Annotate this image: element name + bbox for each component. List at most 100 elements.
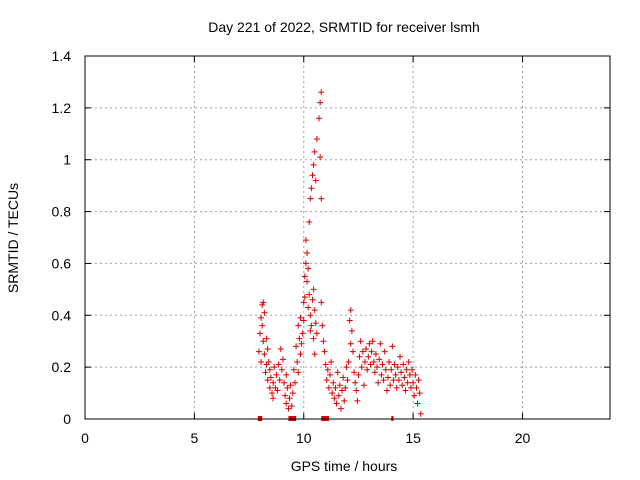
data-point [401, 374, 408, 381]
data-point [359, 348, 366, 355]
data-point [317, 154, 324, 161]
data-point [322, 361, 329, 368]
data-point [410, 379, 417, 386]
data-point [311, 148, 318, 155]
data-point [284, 384, 291, 391]
data-point [318, 195, 325, 202]
y-axis-label: SRMTID / TECUs [5, 183, 21, 293]
data-points [255, 89, 424, 417]
y-tick-label: 0.2 [52, 359, 72, 375]
data-point [371, 369, 378, 376]
data-point [295, 322, 302, 329]
data-point [288, 403, 295, 410]
data-point [273, 371, 280, 378]
data-point [264, 377, 271, 384]
data-point [397, 353, 403, 360]
data-point [277, 345, 284, 352]
x-axis-label: GPS time / hours [291, 458, 398, 474]
data-point [298, 340, 305, 347]
data-point [307, 327, 314, 334]
data-point [319, 322, 326, 329]
data-point [287, 382, 294, 389]
data-point [289, 390, 296, 397]
data-point [363, 345, 370, 352]
data-point [348, 327, 355, 334]
data-point [325, 384, 332, 391]
data-point [354, 397, 361, 404]
data-point [261, 351, 268, 358]
data-point [310, 286, 317, 293]
data-point [316, 115, 323, 122]
data-point [257, 330, 263, 337]
data-point [313, 330, 320, 337]
data-point [308, 185, 315, 192]
data-point [362, 358, 368, 365]
data-point [337, 405, 344, 412]
data-point [343, 364, 350, 371]
x-tick-label: 5 [190, 430, 198, 446]
data-point [301, 294, 308, 301]
data-point [310, 161, 317, 168]
data-point [340, 374, 347, 381]
data-point [353, 387, 360, 394]
data-point [299, 330, 306, 337]
data-point [312, 177, 319, 184]
data-point [328, 358, 335, 365]
y-tick-label: 1.4 [52, 48, 72, 64]
data-point [318, 299, 325, 306]
data-point [336, 382, 343, 389]
data-point [355, 371, 362, 378]
data-point [366, 340, 373, 347]
data-point [378, 371, 385, 378]
data-point [347, 340, 354, 347]
y-tick-label: 1.2 [52, 100, 72, 116]
y-tick-label: 0.4 [52, 307, 72, 323]
data-point [364, 366, 371, 373]
y-tick-label: 0.6 [52, 255, 72, 271]
data-point [260, 338, 267, 345]
y-axis-ticks: 0 0.2 0.4 0.6 0.8 1 1.2 1.4 [52, 48, 610, 427]
data-point [345, 358, 352, 365]
data-point [365, 353, 372, 360]
x-tick-label: 10 [296, 430, 312, 446]
data-point [416, 390, 423, 397]
data-point [347, 307, 354, 314]
data-point [379, 361, 386, 368]
data-point [356, 353, 363, 360]
data-point [388, 366, 395, 373]
data-point [276, 377, 283, 384]
data-point [264, 345, 271, 352]
data-point [320, 338, 327, 345]
data-point [394, 364, 401, 371]
data-point [305, 265, 312, 272]
data-point [384, 374, 391, 381]
data-point [321, 348, 328, 355]
data-point [297, 314, 304, 321]
data-point [332, 384, 339, 391]
data-point [311, 307, 318, 314]
data-point [411, 392, 418, 399]
data-point [294, 358, 301, 365]
data-point [263, 335, 270, 342]
data-point [307, 195, 314, 202]
data-point [391, 361, 398, 368]
data-point [351, 369, 358, 376]
data-point [331, 395, 338, 402]
data-point [258, 358, 265, 365]
data-point [267, 374, 274, 381]
data-point [312, 320, 319, 327]
data-point [266, 384, 273, 391]
data-point [392, 371, 399, 378]
data-point [270, 379, 277, 386]
data-point [333, 400, 340, 407]
data-point [278, 366, 285, 373]
data-point [279, 356, 286, 363]
data-point [323, 377, 330, 384]
data-point [390, 377, 397, 384]
data-point [309, 296, 316, 303]
data-point [413, 384, 420, 391]
data-point [399, 382, 406, 389]
x-tick-label: 15 [405, 430, 421, 446]
data-point [360, 382, 367, 389]
data-point [412, 371, 419, 378]
